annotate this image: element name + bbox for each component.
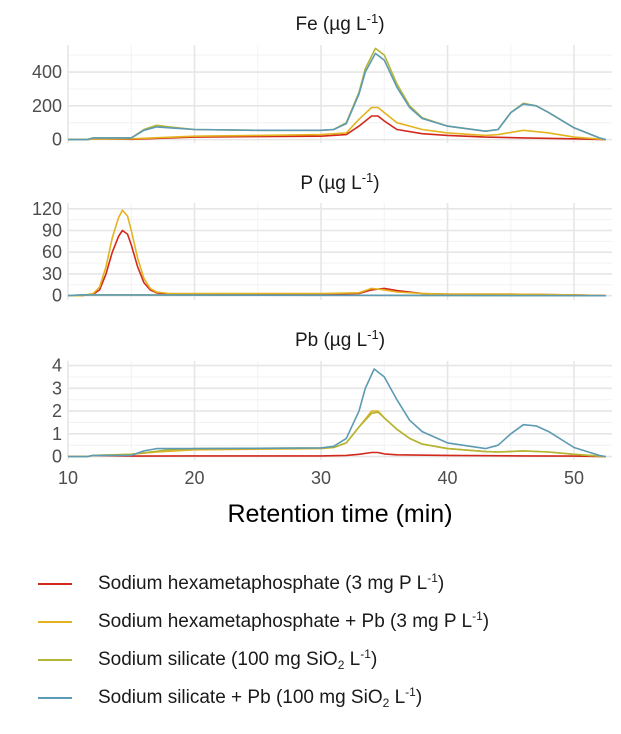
legend-label-silicate: Sodium silicate (100 mg SiO2 L-1) (98, 647, 378, 672)
legend-swatch-silicate (38, 659, 72, 661)
x-tick-label: 10 (58, 468, 78, 488)
y-tick-label: 120 (32, 199, 62, 219)
series-line-p-sodium-silicate-pb-100-mg-sio2-l-1 (67, 294, 606, 297)
legend-item-hexametaphosphate-pb: Sodium hexametaphosphate + Pb (3 mg P L-… (38, 603, 489, 641)
legend-item-hexametaphosphate: Sodium hexametaphosphate (3 mg P L-1) (38, 565, 489, 603)
series-line-fe-sodium-hexametaphosphate-pb-3-mg-p-l-1 (68, 106, 606, 141)
series-line-pb-sodium-silicate-pb-100-mg-sio2-l-1 (68, 368, 606, 458)
y-tick-label: 1 (52, 424, 62, 444)
panel-fe: 0 200 400 Fe (µg L-1) (32, 11, 612, 150)
legend-swatch-hexametaphosphate-pb (38, 621, 72, 623)
y-tick-label: 4 (52, 356, 62, 376)
x-axis-title: Retention time (min) (227, 500, 452, 528)
x-tick-label: 30 (311, 468, 331, 488)
x-tick-label: 50 (564, 468, 584, 488)
y-tick-label: 3 (52, 378, 62, 398)
legend-label-hexametaphosphate-pb: Sodium hexametaphosphate + Pb (3 mg P L-… (98, 609, 490, 632)
legend-label-silicate-pb: Sodium silicate + Pb (100 mg SiO2 L-1) (98, 685, 423, 710)
legend: Sodium hexametaphosphate (3 mg P L-1) So… (38, 565, 489, 717)
series-line-fe-sodium-silicate-pb-100-mg-sio2-l-1 (68, 52, 606, 141)
legend-item-silicate: Sodium silicate (100 mg SiO2 L-1) (38, 641, 489, 679)
legend-label-hexametaphosphate: Sodium hexametaphosphate (3 mg P L-1) (98, 571, 445, 594)
series-line-pb-sodium-silicate-100-mg-sio2-l-1 (68, 411, 606, 458)
x-tick-label: 40 (438, 468, 458, 488)
panel-fe-title: Fe (µg L-1) (295, 11, 384, 35)
panel-p-title: P (µg L-1) (300, 170, 379, 194)
y-tick-label: 90 (42, 221, 62, 241)
y-tick-label: 2 (52, 401, 62, 421)
legend-item-silicate-pb: Sodium silicate + Pb (100 mg SiO2 L-1) (38, 679, 489, 717)
y-tick-label: 30 (42, 264, 62, 284)
panel-pb-title: Pb (µg L-1) (295, 327, 385, 351)
panel-pb: 0 1 2 34 Pb (µg L-1) (52, 327, 612, 467)
x-tick-label: 20 (184, 468, 204, 488)
series-line-p-sodium-hexametaphosphate-pb-3-mg-p-l-1 (68, 209, 606, 297)
legend-swatch-silicate-pb (38, 697, 72, 699)
y-tick-label: 60 (42, 242, 62, 262)
y-tick-label: 0 (52, 130, 62, 150)
y-tick-label: 400 (32, 62, 62, 82)
y-tick-label: 200 (32, 96, 62, 116)
y-tick-label: 0 (52, 447, 62, 467)
y-tick-label: 0 (52, 286, 62, 306)
legend-swatch-hexametaphosphate (38, 583, 72, 585)
